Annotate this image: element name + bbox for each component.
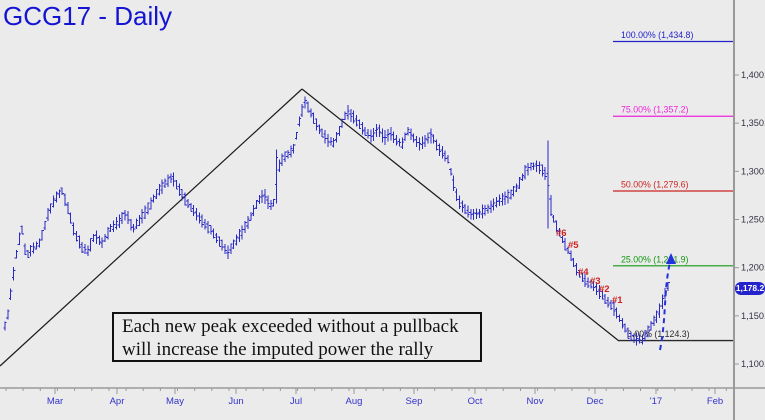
ascending-trendline[interactable] bbox=[0, 88, 303, 367]
month-label-Mar[interactable]: Mar bbox=[47, 396, 63, 407]
peak-marker-2: #2 bbox=[599, 284, 610, 295]
month-label-Nov[interactable]: Nov bbox=[527, 396, 544, 407]
projection-arrow-line[interactable] bbox=[659, 257, 672, 351]
month-label-May[interactable]: May bbox=[166, 396, 184, 407]
month-label-Jul[interactable]: Jul bbox=[290, 396, 302, 407]
price-label-1350: 1,350.0 bbox=[741, 118, 765, 128]
month-label-Feb[interactable]: Feb bbox=[707, 396, 723, 407]
fib-label-0: 0.00% (1,124.3) bbox=[627, 329, 690, 339]
month-label-Jun[interactable]: Jun bbox=[228, 396, 243, 407]
price-label-1400: 1,400.0 bbox=[741, 70, 765, 80]
month-label-Oct[interactable]: Oct bbox=[468, 396, 483, 407]
chart-title: GCG17 - Daily bbox=[3, 1, 173, 31]
fib-label-75: 75.00% (1,357.2) bbox=[621, 105, 689, 115]
price-label-1250: 1,250.0 bbox=[741, 215, 765, 225]
peak-marker-5: #5 bbox=[568, 240, 579, 251]
price-label-1200: 1,200.0 bbox=[741, 263, 765, 273]
annotation-line-1: Each new peak exceeded without a pullbac… bbox=[122, 316, 459, 337]
peak-marker-1: #1 bbox=[612, 295, 623, 306]
last-price-badge: 1,178.2 bbox=[735, 282, 765, 295]
peak-marker-3: #3 bbox=[590, 276, 601, 287]
fib-label-50: 50.00% (1,279.6) bbox=[621, 179, 689, 189]
x-axis-minor-ticks bbox=[5, 388, 727, 391]
peak-marker-6: #6 bbox=[556, 228, 567, 239]
descending-trendline[interactable] bbox=[301, 88, 620, 342]
annotation-note-box[interactable]: Each new peak exceeded without a pullbac… bbox=[112, 312, 482, 362]
fib-label-100: 100.00% (1,434.8) bbox=[621, 30, 693, 40]
ohlc-price-bars[interactable] bbox=[3, 96, 670, 346]
price-label-1100: 1,100.0 bbox=[741, 359, 765, 369]
month-label-Sep[interactable]: Sep bbox=[406, 396, 423, 407]
month-label-Dec[interactable]: Dec bbox=[587, 396, 604, 407]
price-label-1150: 1,150.0 bbox=[741, 311, 765, 321]
fib-label-25: 25.00% (1,201.9) bbox=[621, 254, 689, 264]
month-label-17[interactable]: '17 bbox=[650, 396, 662, 407]
peak-marker-4: #4 bbox=[578, 267, 589, 278]
projection-arrow-head-icon bbox=[666, 253, 676, 264]
price-label-1300: 1,300.0 bbox=[741, 166, 765, 176]
month-label-Apr[interactable]: Apr bbox=[110, 396, 125, 407]
annotation-line-2: will increase the imputed power the rall… bbox=[122, 339, 434, 360]
month-label-Aug[interactable]: Aug bbox=[346, 396, 363, 407]
